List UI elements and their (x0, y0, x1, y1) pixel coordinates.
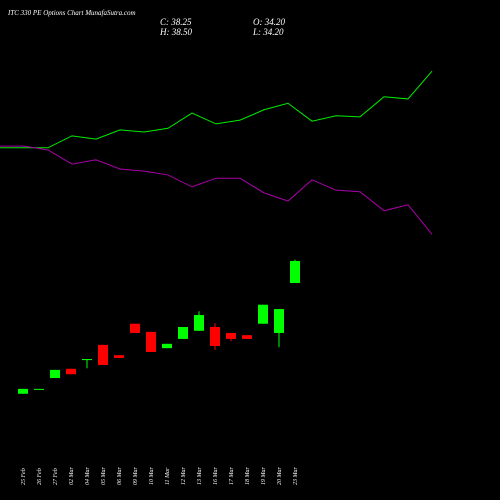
x-tick-label: 18 Mar (245, 467, 251, 485)
candle-body (210, 326, 220, 346)
x-tick-label: 20 Mar (277, 467, 283, 485)
x-tick-label: 16 Mar (213, 467, 219, 485)
x-tick-label: 11 Mar (165, 467, 171, 485)
candle-body (258, 304, 268, 324)
x-tick-label: 09 Mar (133, 467, 139, 485)
x-tick-label: 25 Feb (21, 468, 27, 485)
ohlc-value: 38.25 (170, 17, 192, 27)
x-tick-label: 04 Mar (84, 467, 91, 485)
candle-body (82, 359, 92, 361)
candle-body (162, 343, 172, 349)
indicator-line (0, 145, 433, 235)
ohlc-readout: L: 34.20 (252, 27, 284, 37)
candle-body (18, 388, 28, 394)
candle-body (146, 331, 156, 352)
x-tick-label: 27 Feb (53, 468, 59, 485)
x-tick-label: 17 Mar (229, 467, 235, 485)
ohlc-label: H: (159, 27, 170, 37)
candle-body (274, 309, 284, 333)
candle-body (194, 315, 204, 331)
ohlc-label: O: (253, 17, 263, 27)
ohlc-label: L: (252, 27, 261, 37)
ohlc-value: 34.20 (262, 27, 284, 37)
candle-body (98, 344, 108, 365)
ohlc-value: 38.50 (171, 27, 193, 37)
ohlc-readout: O: 34.20 (253, 17, 286, 27)
candle-body (290, 261, 300, 283)
x-tick-label: 19 Mar (261, 467, 267, 485)
candle-body (130, 323, 140, 333)
indicator-line (0, 70, 433, 149)
candle-body (242, 335, 252, 339)
x-tick-label: 23 Mar (293, 467, 299, 485)
x-tick-label: 06 Mar (117, 467, 123, 485)
candle-body (178, 326, 188, 339)
candle-body (34, 388, 44, 390)
ohlc-readout: C: 38.25 (160, 17, 192, 27)
x-tick-label: 12 Mar (181, 467, 187, 485)
ohlc-readout: H: 38.50 (159, 27, 193, 37)
candle-body (226, 332, 236, 339)
candle-body (50, 369, 60, 379)
ohlc-label: C: (160, 17, 169, 27)
x-tick-label: 13 Mar (197, 467, 203, 485)
x-tick-label: 05 Mar (101, 467, 107, 485)
candle-body (114, 355, 124, 358)
chart-title: ITC 330 PE Options Chart MunafaSutra.com (7, 9, 136, 17)
x-tick-label: 26 Feb (37, 468, 43, 485)
x-tick-label: 02 Mar (69, 467, 75, 485)
x-tick-label: 10 Mar (149, 467, 155, 485)
ohlc-value: 34.20 (264, 17, 286, 27)
candle-body (66, 368, 76, 375)
